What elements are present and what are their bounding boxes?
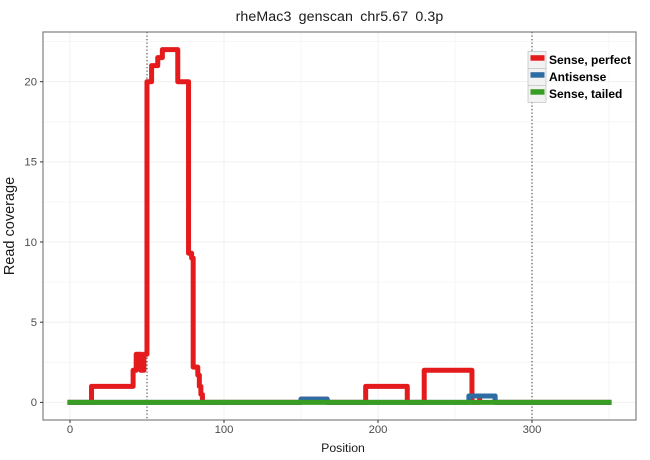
svg-text:10: 10 (24, 237, 37, 249)
svg-text:Sense, tailed: Sense, tailed (549, 87, 622, 101)
svg-text:200: 200 (369, 424, 388, 436)
svg-text:Sense, perfect: Sense, perfect (549, 53, 631, 67)
svg-text:0: 0 (31, 397, 37, 409)
svg-text:100: 100 (215, 424, 234, 436)
svg-text:15: 15 (24, 157, 37, 169)
svg-text:Antisense: Antisense (549, 70, 607, 84)
svg-text:20: 20 (24, 77, 37, 89)
svg-text:0: 0 (67, 424, 73, 436)
svg-text:Position: Position (321, 441, 365, 455)
svg-text:5: 5 (31, 317, 37, 329)
svg-text:300: 300 (523, 424, 542, 436)
svg-text:Read coverage: Read coverage (2, 177, 18, 275)
